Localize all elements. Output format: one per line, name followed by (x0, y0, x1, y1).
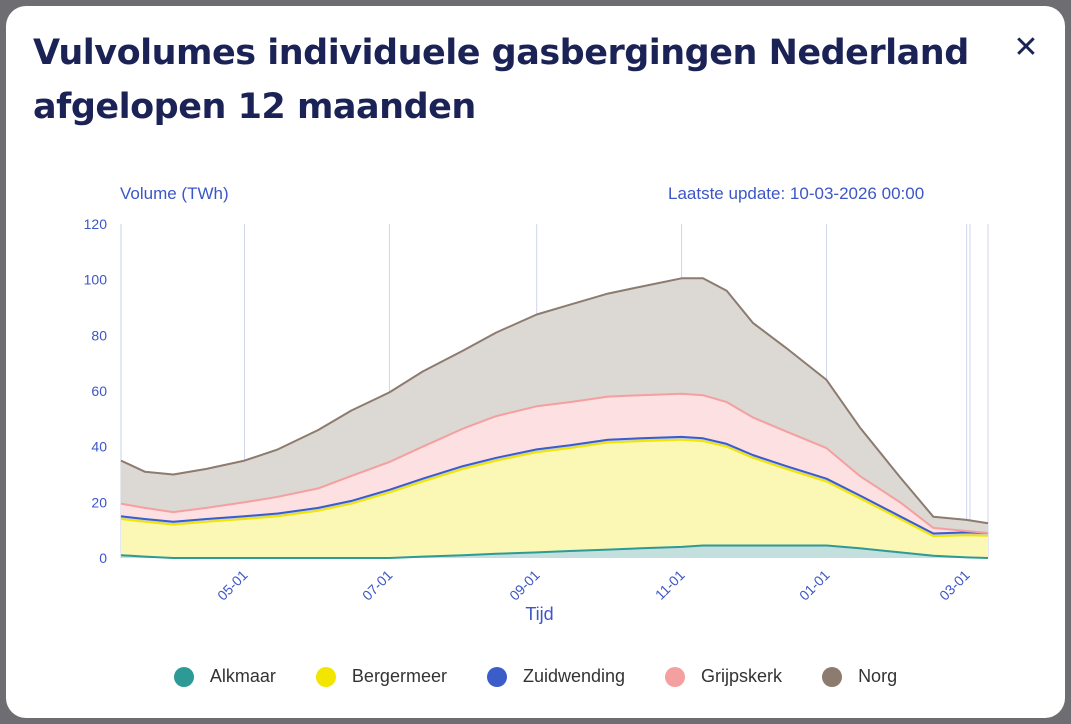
legend-dot (665, 666, 686, 687)
legend-label: Alkmaar (209, 666, 276, 686)
last-update-label: Laatste update: 10-03-2026 00:00 (668, 184, 925, 203)
legend-dot (822, 666, 843, 687)
y-tick-label: 0 (99, 550, 107, 566)
y-tick-label: 20 (91, 494, 107, 510)
y-tick-label: 100 (84, 272, 108, 288)
series-line-grijpskerk (120, 392, 989, 534)
y-tick-label: 80 (91, 327, 107, 343)
legend-label: Grijpskerk (701, 666, 783, 686)
x-tick-label: 01-01 (796, 567, 833, 604)
modal-title: Vulvolumes individuele gasbergingen Nede… (33, 33, 969, 127)
x-axis-title: Tijd (525, 604, 553, 624)
legend-dot (315, 666, 336, 687)
x-tick-label: 07-01 (359, 567, 396, 604)
y-tick-label: 40 (91, 439, 107, 455)
x-tick-label: 09-01 (506, 567, 543, 604)
legend-item-zuidwending[interactable]: Zuidwending (486, 666, 626, 687)
x-tick-label: 05-01 (214, 567, 251, 604)
close-icon[interactable]: ✕ (1013, 29, 1039, 65)
legend-label: Zuidwending (522, 666, 626, 686)
series-line-zuidwending (120, 435, 989, 535)
legend-item-grijpskerk[interactable]: Grijpskerk (665, 666, 782, 687)
y-tick-label: 120 (84, 216, 108, 232)
legend-item-norg[interactable]: Norg (822, 666, 897, 687)
chart-legend: Alkmaar Bergermeer Zuidwending Grijpsker… (6, 666, 1065, 687)
x-tick-label: 11-01 (652, 567, 688, 603)
legend-item-alkmaar[interactable]: Alkmaar (173, 666, 276, 687)
legend-dot (486, 666, 507, 687)
legend-item-bergermeer[interactable]: Bergermeer (315, 666, 447, 687)
legend-label: Norg (858, 666, 898, 686)
y-tick-label: 60 (91, 383, 107, 399)
legend-dot (173, 666, 194, 687)
area-bergermeer (121, 439, 988, 558)
x-tick-label: 03-01 (936, 567, 973, 604)
series-line-alkmaar (120, 544, 989, 559)
legend-label: Bergermeer (351, 666, 447, 686)
chart-modal: Vulvolumes individuele gasbergingen Nede… (6, 6, 1065, 718)
series-line-bergermeer (120, 438, 989, 538)
series-line-norg (120, 277, 989, 525)
y-axis-unit-label: Volume (TWh) (120, 184, 229, 203)
stacked-area-chart: 0 20 40 60 80 100 120 05-01 07-01 09-01 11-01 01-01… (84, 216, 989, 624)
